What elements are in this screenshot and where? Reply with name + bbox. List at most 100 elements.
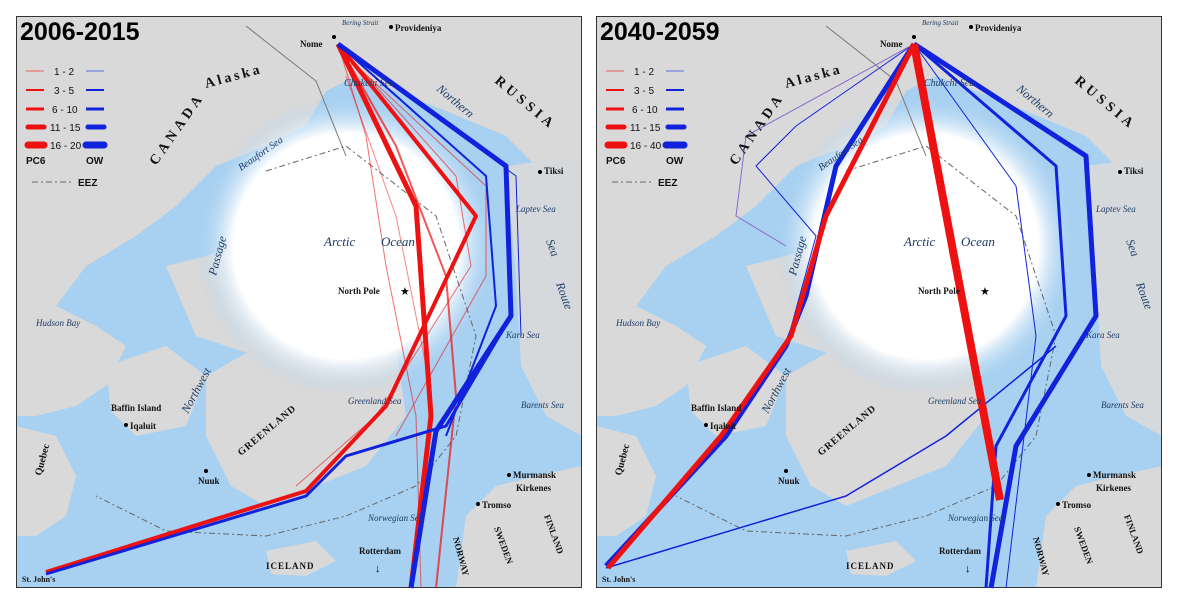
- label-canada: CANADA: [147, 90, 208, 168]
- legend-range: 1 - 2: [634, 67, 654, 78]
- legend-pc6: PC6: [26, 156, 46, 167]
- north-pole-star-icon: ★: [400, 286, 410, 298]
- label-kirkenes: Kirkenes: [1096, 483, 1131, 493]
- legend-range: 6 - 10: [52, 105, 78, 116]
- label-arctic: Arctic: [323, 234, 356, 249]
- label-passage: Passage: [205, 234, 229, 278]
- north-pole-star-icon: ★: [980, 286, 990, 298]
- label-quebec: Quebec: [613, 442, 632, 477]
- label-nome: Nome: [300, 39, 323, 49]
- label-barents-sea: Barents Sea: [521, 400, 564, 410]
- legend-eez: EEZ: [658, 178, 677, 189]
- label-hudson-bay: Hudson Bay: [35, 318, 80, 328]
- panel-title: 2040-2059: [600, 18, 720, 46]
- legend-range: 11 - 15: [50, 123, 81, 134]
- label-northern: Northern: [433, 81, 476, 121]
- label-greenland-sea: Greenland Sea: [928, 396, 982, 406]
- label-st-johns: St. John's: [602, 575, 635, 584]
- label-kara-sea: Kara Sea: [505, 330, 540, 340]
- label-northwest: Northwest: [178, 365, 214, 417]
- labels-right: 2040-2059 1 - 2 3 - 5 6 - 10 11 - 15 16 …: [600, 18, 1156, 584]
- label-iqaluit: Iqaluit: [710, 421, 736, 431]
- label-route: Route: [553, 279, 576, 312]
- label-norwegian-sea: Norwegian Sea: [947, 513, 1004, 523]
- label-norway: NORWAY: [1031, 536, 1051, 578]
- legend-range: 16 - 40: [630, 141, 662, 152]
- label-greenland: GREENLAND: [236, 403, 299, 458]
- label-nuuk: Nuuk: [198, 476, 220, 486]
- label-sweden: SWEDEN: [492, 525, 515, 566]
- label-baffin-island: Baffin Island: [691, 403, 741, 413]
- arrow-down-icon: ↓: [375, 563, 381, 575]
- legend: 1 - 2 3 - 5 6 - 10 11 - 15 16 - 20 PC6 O…: [24, 67, 108, 189]
- label-northwest: Northwest: [758, 365, 794, 417]
- label-st-johns: St. John's: [22, 575, 55, 584]
- panel-title: 2006-2015: [20, 18, 140, 46]
- label-tiksi: Tiksi: [1124, 166, 1144, 176]
- label-greenland-sea: Greenland Sea: [348, 396, 402, 406]
- label-tromso: Tromso: [482, 500, 512, 510]
- ow-routes: [604, 41, 1099, 589]
- label-murmansk: Murmansk: [513, 470, 556, 480]
- label-baffin-island: Baffin Island: [111, 403, 161, 413]
- label-iceland: ICELAND: [846, 561, 895, 571]
- label-nome: Nome: [880, 39, 903, 49]
- label-murmansk: Murmansk: [1093, 470, 1136, 480]
- label-ocean: Ocean: [381, 234, 415, 249]
- legend-range: 3 - 5: [54, 86, 74, 97]
- label-sea: Sea: [543, 237, 562, 258]
- label-norway: NORWAY: [451, 536, 471, 578]
- label-finland: FINLAND: [1122, 513, 1146, 555]
- label-canada: CANADA: [727, 90, 788, 168]
- legend-range: 6 - 10: [632, 105, 658, 116]
- label-kara-sea: Kara Sea: [1085, 330, 1120, 340]
- label-norwegian-sea: Norwegian Sea: [367, 513, 424, 523]
- label-hudson-bay: Hudson Bay: [615, 318, 660, 328]
- label-alaska: Alaska: [783, 62, 844, 92]
- ow-routes: [45, 41, 522, 589]
- legend-ow: OW: [86, 156, 104, 167]
- label-rotterdam: Rotterdam: [939, 546, 981, 556]
- legend-eez: EEZ: [78, 178, 97, 189]
- label-arctic: Arctic: [903, 234, 936, 249]
- label-laptev-sea: Laptev Sea: [515, 204, 556, 214]
- label-barents-sea: Barents Sea: [1101, 400, 1144, 410]
- label-greenland: GREENLAND: [816, 403, 879, 458]
- label-chukchi-sea: Chukchi Sea: [344, 78, 394, 89]
- pc6-routes: [606, 42, 1004, 570]
- label-russia: RUSSIA: [491, 74, 558, 134]
- legend-pc6: PC6: [606, 156, 626, 167]
- label-finland: FINLAND: [542, 513, 566, 555]
- label-alaska: Alaska: [203, 62, 264, 92]
- label-laptev-sea: Laptev Sea: [1095, 204, 1136, 214]
- label-iceland: ICELAND: [266, 561, 315, 571]
- legend-range: 3 - 5: [634, 86, 654, 97]
- panel-2040-2059: [595, 15, 1163, 589]
- panel-2006-2015: [15, 15, 583, 589]
- legend-range: 1 - 2: [54, 67, 74, 78]
- label-passage: Passage: [785, 234, 809, 278]
- label-route: Route: [1133, 279, 1156, 312]
- label-tiksi: Tiksi: [544, 166, 564, 176]
- label-sweden: SWEDEN: [1072, 525, 1095, 566]
- label-quebec: Quebec: [33, 442, 52, 477]
- legend-ow: OW: [666, 156, 684, 167]
- label-ocean: Ocean: [961, 234, 995, 249]
- label-bering-strait: Bering Strait: [342, 19, 379, 27]
- label-bering-strait: Bering Strait: [922, 19, 959, 27]
- label-tromso: Tromso: [1062, 500, 1092, 510]
- label-beaufort-sea: Beaufort Sea: [236, 135, 285, 174]
- label-russia: RUSSIA: [1071, 74, 1138, 134]
- label-provideniya: Provideniya: [975, 23, 1022, 33]
- label-iqaluit: Iqaluit: [130, 421, 156, 431]
- legend: 1 - 2 3 - 5 6 - 10 11 - 15 16 - 40 PC6 O…: [604, 67, 688, 189]
- label-chukchi-sea: Chukchi Sea: [924, 78, 974, 89]
- label-provideniya: Provideniya: [395, 23, 442, 33]
- label-sea: Sea: [1123, 237, 1142, 258]
- label-kirkenes: Kirkenes: [516, 483, 551, 493]
- label-beaufort-sea: Beaufort Sea: [816, 135, 865, 174]
- legend-range: 11 - 15: [630, 123, 661, 134]
- pc6-routes: [45, 42, 487, 589]
